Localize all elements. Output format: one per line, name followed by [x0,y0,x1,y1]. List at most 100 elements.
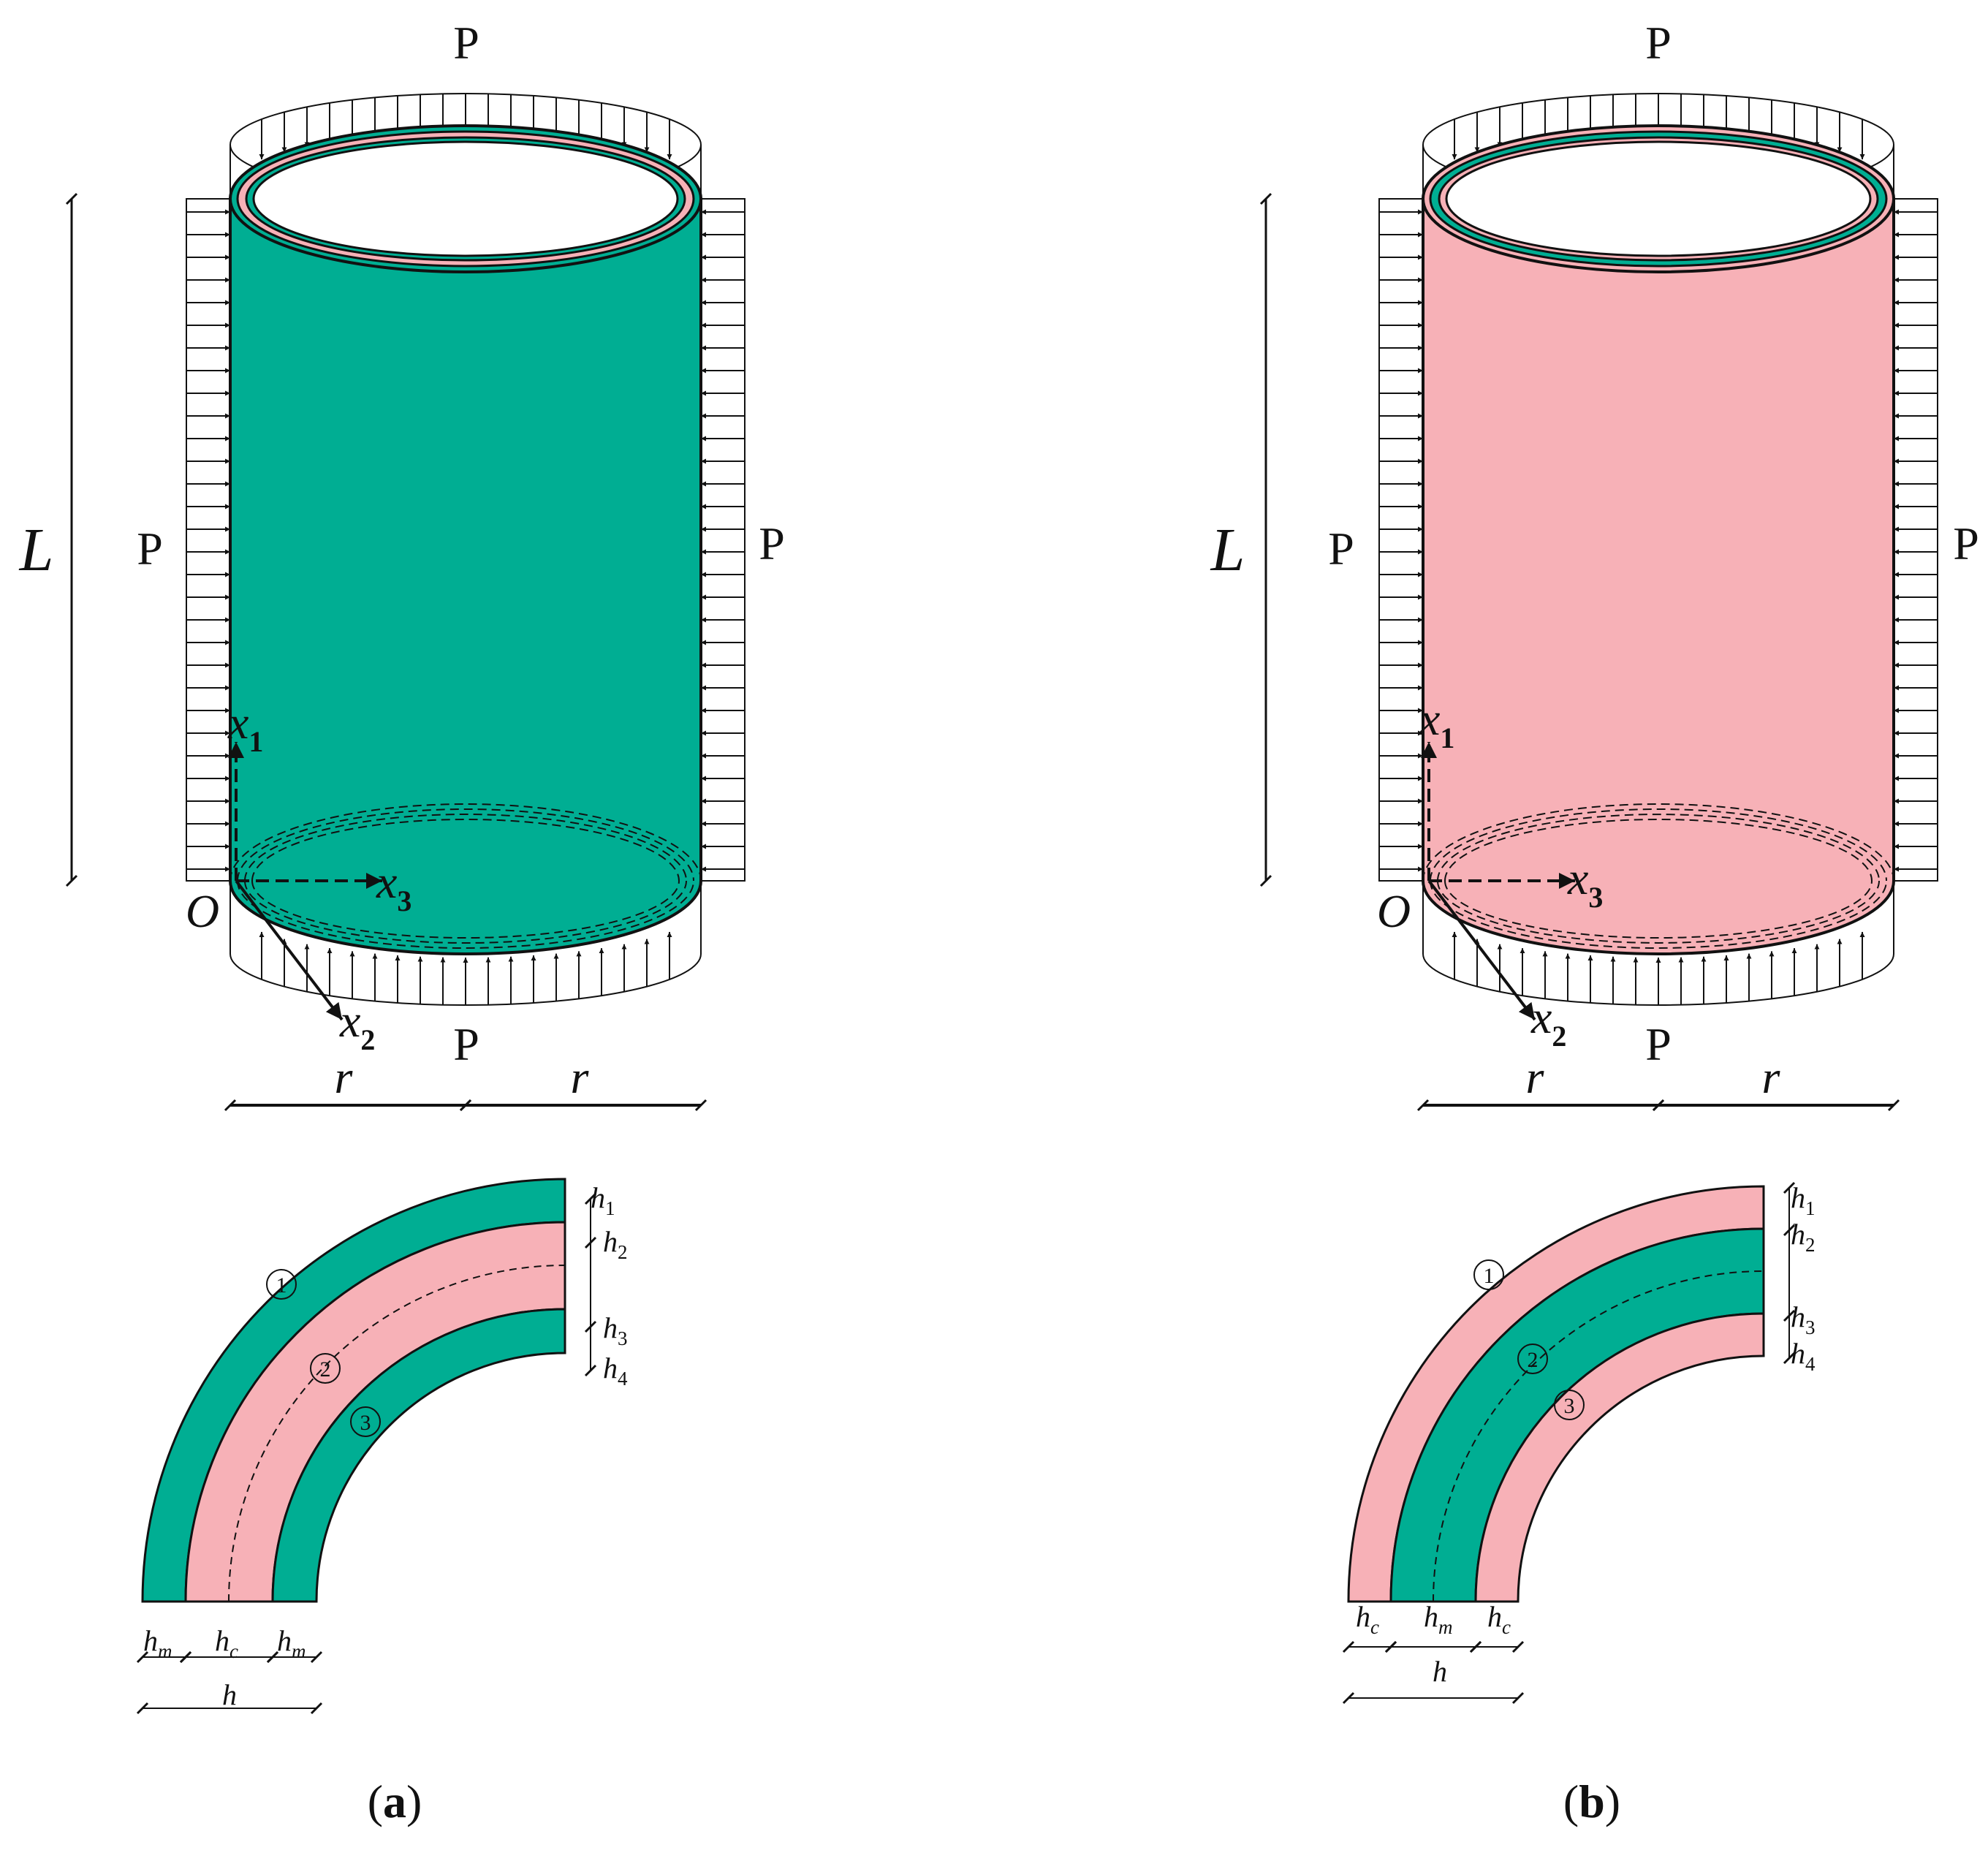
layer-number-label: 2 [320,1357,331,1382]
layer-width-dimension-tick [1384,1640,1397,1653]
dim-h-total-label: h [222,1678,237,1711]
axis-x1-label: x1 [1419,693,1454,754]
radius-dimension-right-tick [1652,1099,1665,1112]
coordinate-axes-b [1259,192,1900,1112]
layer-number-circle [1473,1259,1504,1290]
hidden-bottom-rim-front [1444,880,1873,939]
length-dimension-tick [65,874,78,887]
thickness-tick [584,1364,597,1377]
layer-number-circle [1554,1390,1585,1420]
top-rim-layer [252,140,679,257]
length-label: L [19,516,54,584]
layer-width-dimension-tick [1469,1640,1482,1653]
thickness-tick [1783,1309,1796,1322]
radius-label-right: r [1762,1051,1781,1103]
caption-b: (b) [1563,1776,1620,1827]
mid-surface-line [1433,1270,1764,1602]
total-thickness-dimension-tick [1511,1691,1525,1705]
thickness-tick [1783,1224,1796,1237]
layer-number-label: 1 [276,1273,287,1297]
total-thickness-dimension-tick [310,1702,323,1715]
layer-width-dimension-tick [1511,1640,1525,1653]
cylinder-b: P P P P L O x1 x3 x2 r r [1210,17,1979,1112]
axis-x2-label: x2 [1530,991,1566,1053]
load-label-left: P [137,523,163,575]
radius-dimension-left-tick [1416,1099,1430,1112]
dim-h3-label: h3 [603,1311,628,1349]
right-load-frame [1894,198,1938,882]
thickness-tick [584,1192,597,1205]
dim-hm-right-label: hm [277,1624,306,1662]
hidden-bottom-rim-front [244,880,687,944]
hidden-bottom-rim [1430,808,1887,882]
axis-x3-label: x3 [376,856,411,917]
radius-dimension-right-tick [1887,1099,1900,1112]
load-label-bottom: P [453,1018,479,1070]
load-label-right: P [759,518,785,569]
hidden-bottom-rim-front [237,880,694,949]
right-load-frame [701,198,746,882]
hidden-bottom-rim-front [1437,880,1880,944]
layer-number-label: 3 [1564,1394,1575,1418]
left-load-frame [1378,198,1423,882]
length-dimension-tick [65,192,78,205]
radius-label-left: r [335,1051,354,1103]
radius-label-left: r [1526,1051,1545,1103]
dim-h4-label: h4 [1791,1337,1816,1375]
dim-hc-left-label: hc [1356,1600,1379,1638]
load-label-bottom: P [1645,1018,1672,1070]
length-dimension-tick [1259,874,1272,887]
dim-h-total-label: h [1433,1655,1447,1688]
left-load-frame [186,198,230,882]
dim-hc-label: hc [215,1624,238,1662]
hidden-bottom-rim [1444,819,1873,882]
length-dimension-tick [1259,192,1272,205]
dim-hm-label: hm [1424,1600,1453,1638]
inner-layer [271,1308,566,1603]
radius-dimension-left-tick [224,1099,237,1112]
thickness-tick [1783,1181,1796,1194]
layer-number-circle [266,1269,297,1300]
layer-width-dimension-tick [1342,1640,1355,1653]
thickness-tick [1783,1352,1796,1365]
layer-width-dimension-tick [179,1651,192,1664]
load-label-top: P [1645,17,1672,69]
total-thickness-dimension-tick [1342,1691,1355,1705]
mid-surface-line [228,1265,566,1602]
layer-number-label: 3 [360,1411,371,1435]
load-label-right: P [1953,518,1979,569]
cross-section-a: 1 2 3 [136,1178,597,1715]
layer-number-circle [350,1406,381,1437]
thickness-tick [584,1236,597,1249]
load-arrows-a [186,93,746,1006]
hidden-bottom-rim [1437,814,1880,882]
layer-width-dimension-tick [136,1651,149,1664]
hidden-bottom-rim [237,808,694,882]
dim-h2-label: h2 [603,1225,628,1263]
axis-x3-label: x3 [1567,852,1603,914]
dim-hm-left-label: hm [143,1624,172,1662]
cross-section-b: 1 2 3 [1342,1181,1796,1705]
layer-number-circle [1517,1344,1548,1374]
axis-x1-label: x1 [227,697,263,758]
cylinder-body [1422,197,1895,955]
radius-dimension-right-tick [694,1099,707,1112]
panel-b: P P P P L O x1 x3 x2 r r 1 2 3 h1 h2 h3 h4… [1210,17,1979,1827]
hidden-bottom-rim [1422,803,1894,882]
load-label-top: P [453,17,479,69]
layer-width-dimension-tick [266,1651,279,1664]
radius-dimension-right-tick [459,1099,472,1112]
length-label: L [1210,516,1245,584]
dim-h2-label: h2 [1791,1218,1816,1256]
hidden-bottom-rim [251,819,680,882]
dim-hc-right-label: hc [1487,1600,1511,1638]
caption-a: (a) [368,1776,422,1827]
layer-number-label: 2 [1528,1348,1539,1372]
origin-label: O [186,885,219,937]
total-thickness-dimension-tick [136,1702,149,1715]
layer-number-label: 1 [1484,1264,1495,1288]
dim-h4-label: h4 [603,1352,628,1390]
top-rim-layer [1445,140,1872,257]
dim-h1-label: h1 [591,1181,615,1219]
